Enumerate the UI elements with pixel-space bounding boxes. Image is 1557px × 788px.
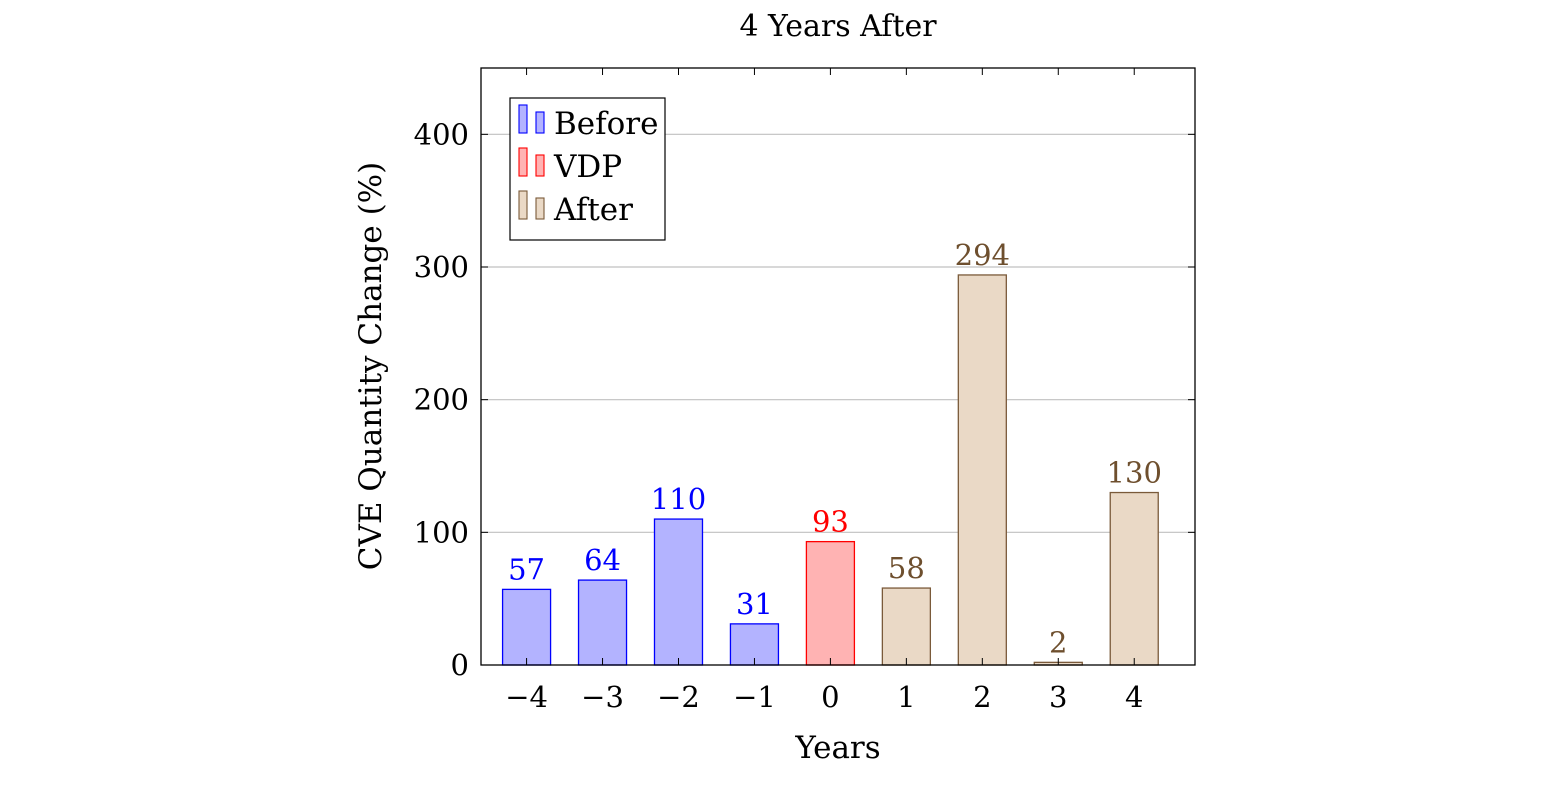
bars	[501, 274, 1159, 666]
bar-value-label: 58	[888, 551, 925, 585]
x-axis-label: Years	[794, 730, 880, 766]
bar-value-label: 294	[955, 238, 1010, 272]
legend-swatch	[535, 154, 545, 177]
bar-after	[881, 587, 932, 666]
legend-label: Before	[554, 106, 658, 142]
y-tick-label: 300	[414, 250, 469, 284]
legend-swatch	[518, 104, 528, 134]
legend-swatch	[518, 147, 528, 177]
x-tick-label: −2	[657, 680, 700, 714]
bar-value-label: 57	[508, 552, 545, 586]
x-tick-label: 2	[973, 680, 991, 714]
legend-swatch	[535, 111, 545, 134]
chart-title: 4 Years After	[739, 9, 937, 44]
y-tick-label: 0	[451, 648, 469, 682]
y-axis-label: CVE Quantity Change (%)	[353, 162, 389, 570]
legend-swatch	[518, 190, 528, 220]
bar-vdp	[805, 540, 856, 666]
bar-value-label: 93	[812, 505, 849, 539]
x-tick-label: 4	[1125, 680, 1143, 714]
bar-value-label: 2	[1049, 625, 1067, 659]
y-tick-label: 200	[414, 383, 469, 417]
y-tick-label: 100	[414, 515, 469, 549]
bar-value-label: 31	[736, 587, 773, 621]
plot-frame	[480, 67, 1196, 666]
y-tick-label: 400	[414, 117, 469, 151]
axis-ticks: 0 100 200 300 400 −4 −3 −2 −1 0 1 2 3 4	[414, 68, 1195, 714]
bar-after	[1109, 491, 1159, 666]
x-tick-label: −1	[733, 680, 776, 714]
x-tick-label: 1	[897, 680, 915, 714]
bar-before	[501, 588, 552, 666]
x-tick-label: 0	[821, 680, 839, 714]
data-labels: 57 64 110 31 93 58 294 2 130	[508, 238, 1162, 659]
legend-swatch	[535, 197, 545, 220]
bar-value-label: 110	[651, 482, 706, 516]
bar-value-label: 64	[584, 543, 621, 577]
bar-before	[577, 579, 628, 666]
bar-before	[653, 518, 704, 666]
legend-label: VDP	[553, 149, 622, 185]
legend-label: After	[553, 192, 633, 228]
bar-value-label: 130	[1107, 456, 1162, 490]
bar-after	[957, 274, 1007, 666]
legend: Before VDP After	[509, 97, 666, 241]
x-tick-label: −3	[581, 680, 624, 714]
x-tick-label: 3	[1049, 680, 1067, 714]
x-tick-label: −4	[505, 680, 548, 714]
